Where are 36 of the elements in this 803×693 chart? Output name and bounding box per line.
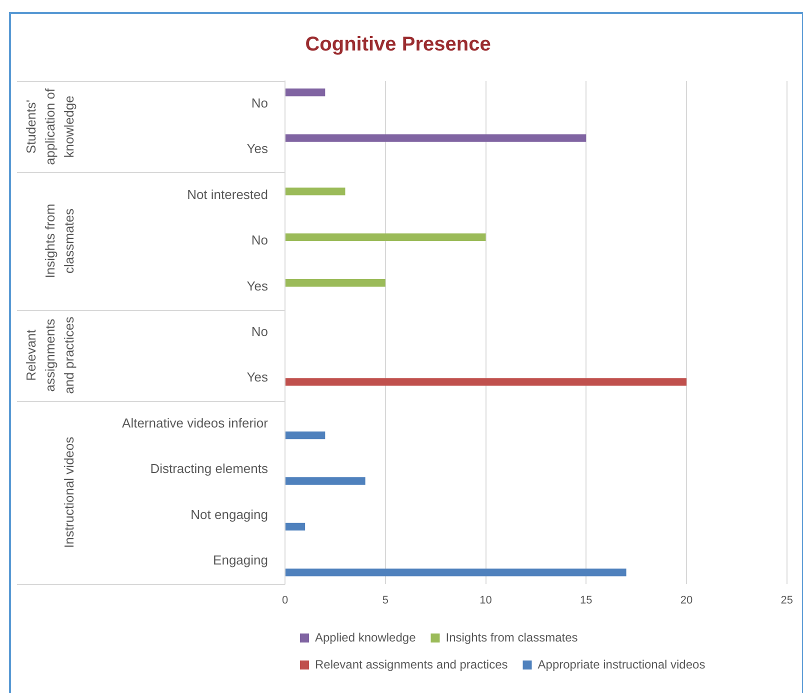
bar xyxy=(286,568,626,576)
bar xyxy=(286,279,386,287)
y-tick-label: Yes xyxy=(246,278,268,294)
bar xyxy=(286,522,306,531)
y-tick-label: Yes xyxy=(246,141,268,156)
text: Students' application of knowledge xyxy=(24,88,77,166)
bar xyxy=(286,88,326,96)
bar xyxy=(286,431,326,440)
x-tick-label: 0 xyxy=(282,594,288,606)
bar xyxy=(286,134,586,142)
x-tick-label: 15 xyxy=(580,594,592,606)
y-tick-label: Yes xyxy=(246,370,268,385)
y-tick-label: Engaging xyxy=(213,552,268,568)
legend-label: Insights from classmates xyxy=(446,630,578,644)
legend-label: Applied knowledge xyxy=(315,630,416,644)
x-tick-label: 10 xyxy=(480,594,492,606)
bar xyxy=(286,188,346,196)
x-tick-label: 5 xyxy=(382,594,388,606)
y-tick-label: No xyxy=(251,95,268,110)
bar xyxy=(286,378,687,386)
y-tick-label: Not engaging xyxy=(190,506,268,522)
x-tick-label: 20 xyxy=(680,594,693,606)
chart-title: Cognitive Presence xyxy=(305,34,491,56)
y-tick-label: Distracting elements xyxy=(150,461,268,476)
bar xyxy=(286,477,366,485)
text: Insights from classmates xyxy=(42,204,77,278)
y-tick-label: Alternative videos inferior xyxy=(122,415,269,430)
legend-label: Appropriate instructional videos xyxy=(538,657,706,672)
bar xyxy=(286,233,486,241)
text: Relevant assignments and practices xyxy=(24,316,77,394)
legend-label: Relevant assignments and practices xyxy=(315,657,508,672)
text: Instructional videos xyxy=(62,436,77,548)
y-tick-label: Not interested xyxy=(187,186,268,202)
y-tick-label: No xyxy=(251,324,268,339)
x-tick-label: 25 xyxy=(780,594,794,606)
y-tick-label: No xyxy=(251,232,268,248)
